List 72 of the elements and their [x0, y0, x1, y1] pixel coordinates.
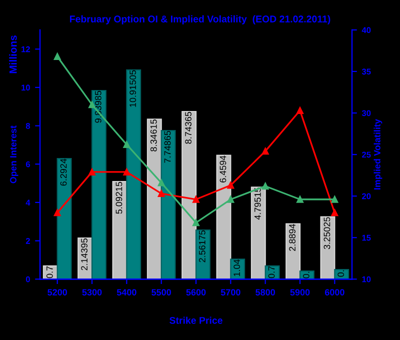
x-tick-label: 5400	[116, 289, 136, 296]
text: Millions	[9, 35, 17, 74]
y2-axis-title: Implied Volatility	[374, 119, 382, 190]
point	[158, 190, 165, 198]
y2-tick-label: 10	[362, 276, 371, 282]
x-tick-label: 5200	[48, 289, 68, 296]
data-label: 5.09215	[116, 182, 122, 214]
data-label: 6.4594	[220, 156, 226, 182]
point	[296, 107, 304, 114]
y-tick-label: 6	[26, 161, 30, 168]
x-tick-label: 5600	[186, 289, 206, 296]
point	[192, 196, 200, 203]
data-label: 0.	[338, 270, 344, 277]
data-label: 0.7	[46, 266, 53, 278]
data-label: 0.7	[268, 266, 275, 278]
point	[54, 53, 61, 60]
x-tick-label: 6000	[324, 289, 344, 296]
bar	[216, 154, 232, 280]
point	[296, 196, 304, 203]
point	[192, 219, 200, 226]
data-label: 8.34615	[150, 120, 157, 152]
point	[331, 196, 338, 203]
y-tick-label: 10	[22, 84, 30, 91]
y2-tick-label: 35	[362, 68, 371, 75]
x-tick-label: 5500	[152, 289, 172, 296]
data-label: 2.8894	[289, 224, 296, 251]
y2-tick-label: 40	[362, 27, 371, 34]
data-label: 0.	[302, 272, 310, 278]
point	[262, 182, 269, 190]
bar	[286, 223, 301, 280]
chart-title: February Option OI & Implied Volatility (EOD 21.02.2011)	[70, 15, 330, 24]
bar	[126, 69, 142, 280]
y-tick-label: 4	[26, 200, 30, 206]
point	[123, 168, 130, 176]
x-axis-title: Strike Price	[170, 316, 222, 324]
point	[158, 179, 165, 186]
data-label: 2.56175	[198, 230, 206, 262]
data-label: 3.25025	[324, 217, 330, 250]
point	[227, 196, 234, 203]
data-label: 1.04	[234, 259, 240, 276]
y-tick-label: 0	[26, 276, 30, 282]
y-axis-title: Open Interest	[10, 126, 18, 184]
data-label: 8.74365	[185, 112, 192, 144]
y2-tick-label: 30	[362, 110, 371, 116]
point	[54, 209, 61, 216]
data-label: 7.74865	[164, 130, 171, 163]
y-tick-label: 8	[26, 122, 30, 129]
data-label: 10.91505	[130, 70, 136, 107]
y2-tick-label: 20	[362, 193, 371, 200]
point	[88, 101, 96, 108]
y2-tick-label: 25	[362, 152, 371, 158]
data-label: 6.2924	[60, 158, 67, 186]
point	[262, 148, 269, 155]
y-tick-label: 2	[26, 238, 30, 244]
bar	[91, 90, 106, 280]
bar	[182, 110, 197, 280]
bar	[320, 216, 336, 280]
x-tick-label: 5900	[290, 289, 310, 296]
point	[123, 141, 130, 148]
point	[331, 209, 338, 216]
y2-tick-label: 15	[362, 234, 371, 241]
point	[227, 182, 234, 189]
x-tick-label: 5800	[256, 289, 276, 296]
bar	[195, 229, 210, 280]
x-tick-label: 5700	[220, 289, 240, 296]
bar	[160, 130, 176, 280]
bar	[56, 158, 72, 280]
y-tick-label: 12	[22, 46, 30, 52]
x-tick-label: 5300	[82, 289, 102, 296]
point	[88, 168, 96, 176]
bar	[250, 186, 266, 280]
data-label: 2.14395	[81, 238, 88, 270]
